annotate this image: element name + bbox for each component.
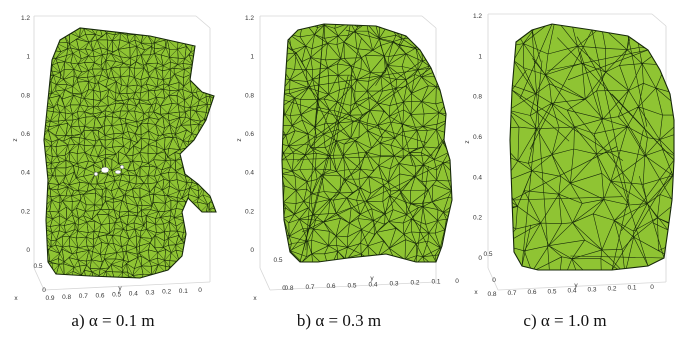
y-tick-label: 0.6	[326, 283, 335, 290]
mesh-outline	[43, 27, 217, 279]
y-tick-label: 0.1	[179, 288, 188, 295]
panel-alpha-0-1: 1.2 1 0.8 0.6 0.4 0.2 0 z 0.9 0.8 0.7 0.6 0.5 0.4 0.3 0…	[12, 15, 217, 302]
y-tick-label: 0.5	[347, 282, 356, 289]
x-tick-label: 0.5	[273, 257, 282, 264]
y-tick-label: 0.5	[112, 291, 121, 298]
axis-box	[33, 15, 211, 291]
z-tick-label: 0.2	[245, 208, 254, 215]
y-tick-label: 0.3	[587, 287, 596, 294]
z-axis-label: z	[12, 138, 19, 141]
y-tick-label: 0.7	[507, 290, 516, 297]
z-tick-label: 0.6	[473, 134, 482, 141]
y-tick-label: 0.1	[431, 279, 440, 286]
x-tick-label: 0.5	[33, 263, 42, 270]
mesh-hole	[114, 169, 122, 175]
z-tick-label: 0.4	[21, 170, 30, 177]
y-tick-label: 0.1	[627, 285, 636, 292]
x-tick-label: 0	[282, 285, 286, 292]
panel-alpha-0-3: 1.2 1 0.8 0.6 0.4 0.2 0 z 0.8 0.7 0.6 0.5 0.4 0.3 0.2 0…	[236, 15, 459, 302]
z-tick-label: 0.2	[21, 208, 30, 215]
alpha-shape-mesh	[509, 23, 675, 271]
z-tick-label: 0.8	[245, 92, 254, 99]
z-tick-label: 1	[26, 54, 30, 61]
y-tick-label: 0.8	[284, 285, 293, 292]
x-axis-label: x	[253, 295, 257, 302]
z-tick-label: 0	[478, 255, 482, 262]
y-tick-label: 0.2	[410, 280, 419, 287]
y-tick-label: 0.6	[95, 292, 104, 299]
y-tick-label: 0	[455, 278, 459, 285]
z-tick-label: 0	[250, 247, 254, 254]
panel-alpha-1-0: 1.2 1 0.8 0.6 0.4 0.2 0 z 0.8 0.7 0.6 0.5 0.4 0.3 0.2 0…	[464, 13, 675, 298]
mesh-outline	[509, 23, 675, 271]
y-tick-label: 0.2	[607, 286, 616, 293]
y-tick-label: 0.9	[45, 295, 54, 302]
y-tick-label: 0.4	[567, 287, 576, 294]
x-axis-label: x	[14, 295, 18, 302]
z-tick-label: 1.2	[21, 15, 30, 22]
mesh-hole	[119, 164, 125, 170]
y-tick-label: 0.3	[145, 290, 154, 297]
z-axis-label: z	[236, 138, 243, 141]
y-tick-label: 0.5	[547, 288, 556, 295]
alpha-shape-mesh	[281, 23, 453, 263]
mesh-outline	[281, 23, 453, 263]
y-tick-label: 0.3	[389, 281, 398, 288]
y-axis-label: y	[118, 285, 122, 292]
z-tick-label: 0.2	[473, 215, 482, 222]
alpha-shape-figure: 1.2 1 0.8 0.6 0.4 0.2 0 z 0.9 0.8 0.7 0.6 0.5 0.4 0.3 0…	[12, 13, 675, 302]
y-axis-label: y	[574, 282, 578, 289]
y-tick-label: 0.6	[527, 289, 536, 296]
z-tick-label: 0.6	[21, 131, 30, 138]
z-tick-label: 0.8	[21, 92, 30, 99]
x-tick-label: 0	[492, 277, 496, 284]
x-axis-label: x	[474, 289, 478, 296]
z-tick-label: 0.4	[245, 170, 254, 177]
alpha-shape-mesh	[43, 27, 217, 279]
y-tick-label: 0.7	[79, 293, 88, 300]
y-axis-label: y	[370, 275, 374, 282]
y-tick-label: 0.8	[62, 294, 71, 301]
y-tick-label: 0.2	[162, 289, 171, 296]
z-tick-label: 0	[26, 247, 30, 254]
z-tick-label: 1.2	[245, 15, 254, 22]
y-tick-label: 0	[650, 284, 654, 291]
mesh-hole	[100, 166, 110, 174]
z-tick-label: 0.4	[473, 174, 482, 181]
z-tick-label: 0.6	[245, 131, 254, 138]
x-tick-label: 0.5	[483, 251, 492, 258]
z-axis-label: z	[464, 140, 471, 143]
caption-panel-c: c) α = 1.0 m	[523, 311, 607, 330]
caption-panel-a: a) α = 0.1 m	[71, 311, 155, 330]
z-tick-label: 1	[250, 54, 254, 61]
z-tick-label: 1	[478, 53, 482, 60]
z-tick-label: 1.2	[473, 13, 482, 20]
x-tick-label: 0	[42, 287, 46, 294]
y-tick-label: 0.4	[129, 291, 138, 298]
z-tick-label: 0.8	[473, 94, 482, 101]
y-tick-label: 0.7	[305, 284, 314, 291]
y-tick-label: 0.8	[487, 291, 496, 298]
caption-panel-b: b) α = 0.3 m	[296, 311, 382, 330]
y-tick-label: 0	[198, 287, 202, 294]
y-tick-label: 0.4	[368, 281, 377, 288]
mesh-hole	[93, 171, 99, 177]
